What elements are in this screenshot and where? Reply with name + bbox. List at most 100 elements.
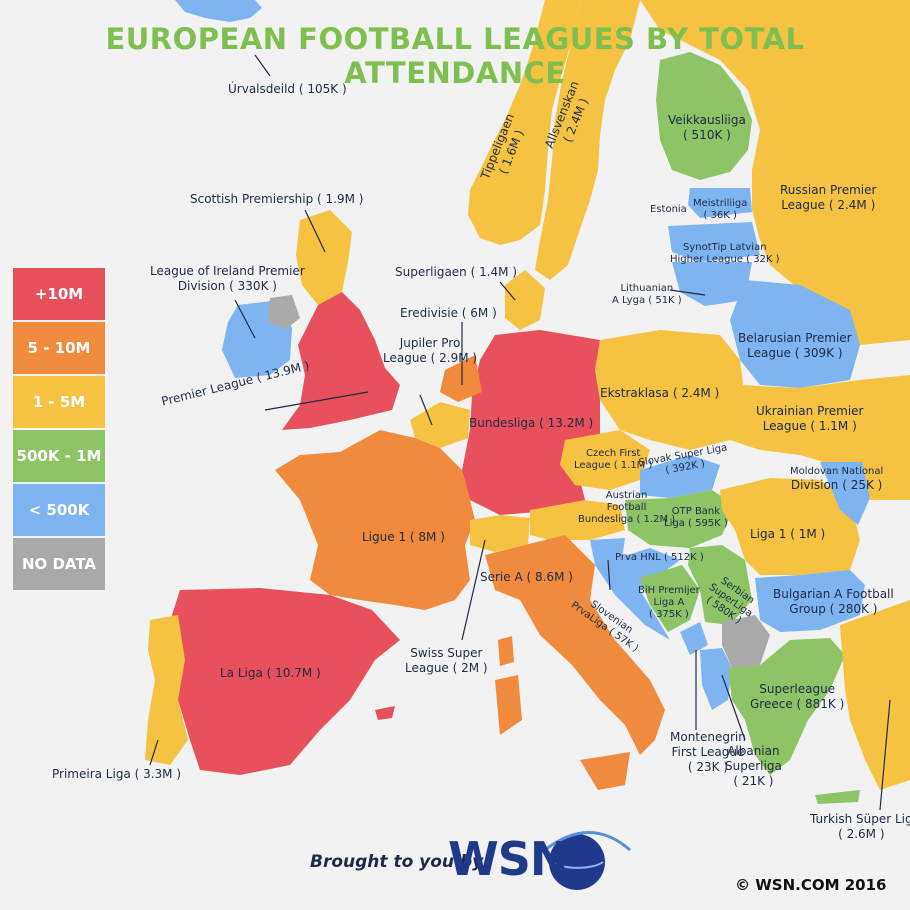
label-montenegro: Montenegrin First League ( 23K ): [670, 730, 746, 775]
country-serbia: [688, 545, 752, 625]
label-line: Division ( 25K ): [790, 478, 883, 492]
label-line: First League: [671, 745, 745, 759]
country-romania: [720, 478, 860, 575]
country-latvia: [668, 222, 760, 262]
country-iceland: [175, 0, 262, 22]
country-norway: [468, 0, 580, 245]
label-line: Lithuanian: [620, 283, 674, 294]
label-czech: Czech First League ( 1.1M ): [574, 448, 652, 472]
label-line: BiH Premijer: [638, 585, 700, 596]
country-denmark: [505, 270, 545, 330]
country-greece: [728, 638, 845, 775]
legend-label: NO DATA: [21, 555, 97, 573]
label-line: League ( 2M ): [405, 661, 488, 675]
label-line: Albanian: [727, 744, 780, 758]
island-corsica: [498, 636, 514, 666]
label-line: ( 23K ): [687, 760, 728, 774]
label-line: Moldovan National: [790, 466, 884, 477]
label-line: ( 21K ): [733, 774, 774, 788]
legend-item-under-500k: < 500K: [13, 484, 105, 536]
label-line: Group ( 280K ): [789, 602, 878, 616]
legend-label: +10M: [34, 285, 84, 303]
country-estonia: [688, 188, 752, 218]
country-england: [282, 292, 400, 430]
legend-label: 5 - 10M: [27, 339, 91, 357]
label-line: Liga A: [653, 597, 685, 608]
legend-item-10m-plus: +10M: [13, 268, 105, 320]
label-denmark: Superligaen ( 1.4M ): [395, 265, 518, 279]
label-line: Russian Premier: [780, 183, 877, 197]
island-sicily: [580, 752, 630, 790]
country-sweden: [535, 0, 640, 280]
label-line: A Lyga ( 51K ): [612, 295, 682, 306]
label-austria: Austrian Football Bundesliga ( 1.2M ): [578, 490, 675, 526]
label-line: League ( 2.9M ): [383, 351, 478, 365]
label-line: Jupiler Pro: [399, 336, 461, 350]
label-latvia: SynotTip Latvian Higher League ( 32K ): [670, 242, 780, 266]
label-line: Ukrainian Premier: [756, 404, 864, 418]
label-line: Montenegrin: [670, 730, 746, 744]
label-line: ( 510K ): [683, 128, 731, 142]
country-bih: [640, 565, 700, 632]
label-turkey: Turkish Süper Lig ( 2.6M ): [810, 812, 910, 842]
label-line: Division ( 330K ): [177, 279, 277, 293]
label-belgium: Jupiler Pro League ( 2.9M ): [383, 336, 477, 366]
legend-label: < 500K: [28, 501, 90, 519]
page-title: EUROPEAN FOOTBALL LEAGUES BY TOTAL ATTEN…: [105, 22, 805, 90]
label-bih: BiH Premijer Liga A ( 375K ): [638, 585, 700, 621]
legend-item-no-data: NO DATA: [13, 538, 105, 590]
country-croatia: [595, 548, 680, 640]
label-line: Superliga: [725, 759, 782, 773]
country-poland: [595, 330, 745, 450]
label-iceland: Úrvalsdeild ( 105K ): [228, 82, 347, 96]
country-czech: [560, 430, 650, 490]
label-scotland: Scottish Premiership ( 1.9M ): [190, 192, 364, 206]
label-italy: Serie A ( 8.6M ): [480, 570, 573, 584]
label-line: ( 36K ): [703, 210, 737, 221]
label-line: ( 2.6M ): [838, 827, 885, 841]
label-netherlands: Eredivisie ( 6M ): [400, 306, 497, 320]
legend-item-5-10m: 5 - 10M: [13, 322, 105, 374]
label-line: League ( 1.1M ): [574, 460, 653, 471]
country-austria: [530, 500, 625, 540]
label-portugal: Primeira Liga ( 3.3M ): [52, 767, 182, 781]
wsn-globe-icon: [544, 831, 631, 890]
country-slovenia: [590, 538, 625, 565]
country-montenegro: [680, 622, 708, 655]
label-ukraine: Ukrainian Premier League ( 1.1M ): [756, 404, 863, 434]
label-finland: Veikkausliiga ( 510K ): [668, 113, 746, 143]
country-no-data-balkans: [722, 615, 770, 668]
country-scotland: [296, 210, 352, 305]
country-belarus: [730, 280, 860, 388]
label-line: Meistriliiga: [693, 198, 748, 209]
label-line: Bulgarian A Football: [773, 587, 894, 601]
label-line: Veikkausliiga: [668, 113, 746, 127]
island-crete: [815, 790, 860, 804]
label-line: Bundesliga ( 1.2M ): [578, 514, 676, 525]
country-portugal: [145, 615, 188, 765]
label-line: ( 375K ): [648, 609, 689, 620]
label-line: Higher League ( 32K ): [670, 254, 780, 265]
country-italy: [485, 535, 665, 755]
country-spain: [172, 588, 400, 775]
label-poland: Ekstraklasa ( 2.4M ): [600, 386, 720, 400]
label-line: Superleague: [759, 682, 836, 696]
label-line: Greece ( 881K ): [750, 697, 845, 711]
label-switzerland: Swiss Super League ( 2M ): [405, 646, 488, 676]
island-mallorca: [375, 706, 395, 720]
label-line: Swiss Super: [410, 646, 483, 660]
label-lithuania: Lithuanian A Lyga ( 51K ): [612, 283, 682, 307]
country-albania: [700, 648, 732, 710]
copyright-text: © WSN.COM 2016: [735, 876, 887, 894]
brought-to-you-text: Brought to you by: [310, 852, 484, 872]
label-line: League ( 1.1M ): [762, 419, 857, 433]
label-ireland: League of Ireland Premier Division ( 330…: [150, 264, 305, 294]
label-estonia-country: Estonia: [650, 204, 687, 215]
label-line: League of Ireland Premier: [150, 264, 305, 278]
label-france: Ligue 1 ( 8M ): [362, 530, 445, 544]
label-bulgaria: Bulgarian A Football Group ( 280K ): [773, 587, 894, 617]
country-switzerland: [470, 515, 530, 552]
country-turkey: [840, 600, 910, 790]
label-line: Football: [606, 502, 647, 513]
